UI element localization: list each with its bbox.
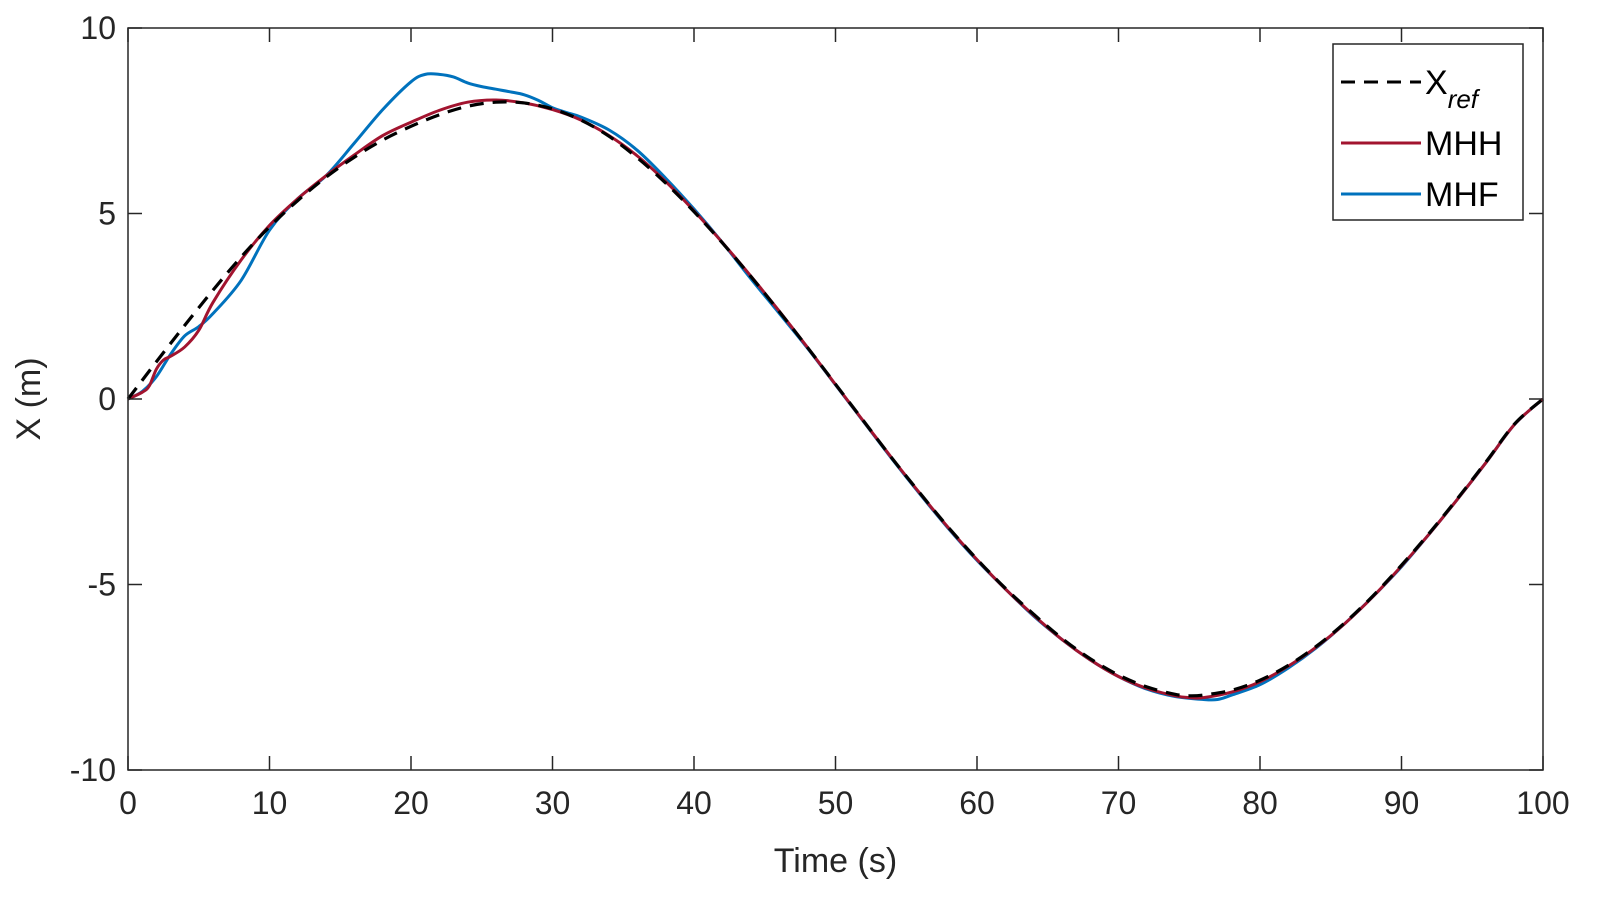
x-tick-label: 50 <box>818 785 854 821</box>
y-tick-label: 5 <box>98 196 116 232</box>
legend: Xref MHH MHF <box>1332 43 1524 221</box>
x-tick-label: 60 <box>959 785 995 821</box>
x-axis-label: Time (s) <box>774 842 897 880</box>
series-line-x-ref <box>126 100 1545 698</box>
series-layer <box>126 72 1545 702</box>
x-tick-label: 100 <box>1516 785 1569 821</box>
x-tick-label: 80 <box>1242 785 1278 821</box>
x-tick-label: 30 <box>535 785 571 821</box>
y-tick-label: 0 <box>98 381 116 417</box>
legend-box <box>1332 43 1524 221</box>
y-axis-label: X (m) <box>10 357 48 440</box>
x-tick-label: 10 <box>252 785 288 821</box>
legend-entry-label: Xref <box>1425 64 1481 114</box>
x-tick-label: 40 <box>676 785 712 821</box>
x-tick-label: 20 <box>393 785 429 821</box>
x-tick-label: 90 <box>1384 785 1420 821</box>
y-tick-label: 10 <box>80 10 116 46</box>
legend-entry-label: MHH <box>1425 125 1502 163</box>
y-tick-label: -5 <box>88 567 116 603</box>
x-tick-label: 0 <box>119 785 137 821</box>
y-tick-label: -10 <box>70 752 116 788</box>
x-tick-label: 70 <box>1101 785 1137 821</box>
ticks-layer: 0 10 20 30 40 50 60 70 80 90 100 -10 -5 0 5 10 <box>70 10 1570 821</box>
legend-entry-label: MHF <box>1425 176 1499 214</box>
